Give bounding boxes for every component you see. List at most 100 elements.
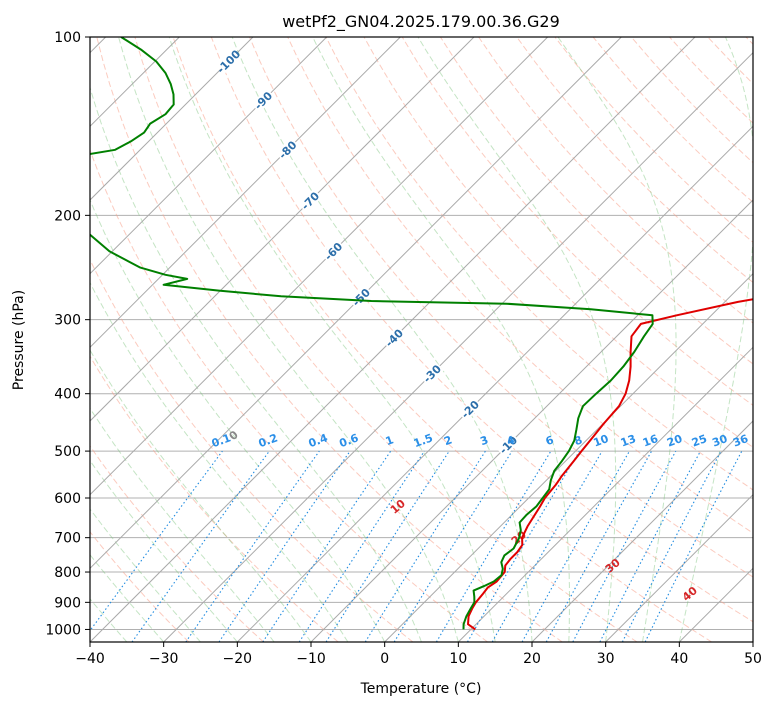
x-tick-label: −10	[296, 651, 326, 667]
isotherm-line	[605, 493, 753, 642]
temperature-profile-line	[467, 298, 753, 631]
isotherm-line	[90, 37, 401, 349]
mixing-ratio-label: 16	[641, 432, 660, 450]
x-tick-label: 10	[449, 651, 467, 667]
profile-series	[90, 37, 753, 631]
mixing-ratio-line	[298, 450, 425, 642]
x-axis-label: Temperature (°C)	[360, 681, 482, 697]
moist-adiabat-line	[90, 198, 386, 642]
y-tick-label: 300	[54, 313, 81, 329]
isotherm-label-bg	[420, 361, 445, 386]
moist-adiabat-line	[312, 37, 570, 642]
dry-adiabat-line	[96, 37, 563, 642]
y-tick-label: 100	[54, 30, 81, 46]
mixing-ratio-label: 36	[731, 432, 750, 450]
x-tick-label: 40	[670, 651, 688, 667]
moist-adiabat-line	[90, 281, 349, 642]
moist-adiabat-line	[231, 37, 533, 642]
y-axis-label: Pressure (hPa)	[11, 290, 27, 390]
isotherm-label-bg	[251, 88, 276, 113]
isotherm-line	[90, 37, 328, 275]
moist-adiabat-line	[90, 349, 312, 642]
mixing-ratio-line	[545, 450, 653, 642]
mixing-ratio-line	[325, 450, 450, 642]
x-tick-label: −40	[75, 651, 105, 667]
mixing-ratio-label: 3	[478, 433, 490, 448]
isotherm-label-bg	[382, 325, 407, 350]
moist-adiabat-line	[90, 508, 201, 642]
mixing-ratio-label: 6	[544, 433, 556, 448]
moist-adiabat-line	[118, 37, 459, 642]
moist-adiabat-line	[168, 37, 496, 642]
dry-adiabat-line	[401, 37, 753, 406]
mixing-ratio-label: 8	[572, 433, 584, 448]
axis-ticks: −40 −30 −20 −10 0 10 20 30 40 5010020030040050060…	[45, 30, 762, 667]
mixing-ratio-label: 4	[505, 433, 517, 448]
isotherm-line	[163, 51, 753, 642]
mixing-ratio-label: 25	[690, 432, 709, 449]
isotherm-label-bg	[349, 285, 374, 310]
dry-adiabat-line	[516, 37, 753, 284]
dry-adiabat-line	[249, 37, 753, 578]
background-lines	[90, 37, 753, 642]
mixing-ratio-label: 0.6	[338, 431, 361, 450]
dry-adiabat-line	[90, 445, 264, 642]
isotherm-label-bg	[458, 397, 483, 422]
x-tick-label: 20	[523, 651, 541, 667]
moist-adiabat-line	[90, 598, 128, 642]
x-tick-label: 0	[380, 651, 389, 667]
isotherm-line	[457, 346, 753, 642]
mixing-ratio-line	[90, 450, 223, 632]
mixing-ratio-label: 10	[592, 432, 611, 450]
mixing-ratio-line	[572, 450, 677, 642]
y-tick-label: 700	[54, 531, 81, 547]
mixing-ratio-label: 20	[665, 432, 684, 450]
mixing-ratio-label: 1.5	[412, 431, 435, 450]
dry-adiabat-line	[90, 148, 488, 642]
y-tick-label: 900	[54, 595, 81, 611]
isotherm-line	[90, 37, 622, 570]
y-tick-label: 800	[54, 565, 81, 581]
x-tick-label: 30	[597, 651, 615, 667]
mixing-ratio-label: 30	[710, 432, 729, 450]
isotherm-label-bg	[496, 432, 521, 457]
dry-adiabat-line	[90, 531, 190, 642]
x-tick-label: −20	[223, 651, 253, 667]
x-tick-label: 50	[744, 651, 762, 667]
isotherm-line	[384, 272, 753, 642]
mixing-ratio-line	[644, 450, 743, 642]
isotherm-label-bg	[298, 188, 323, 213]
isotherm-line	[531, 420, 753, 642]
mixing-ratio-label: 2	[442, 433, 454, 448]
moist-adiabat-line	[90, 459, 238, 642]
mixing-ratio-line	[521, 450, 630, 642]
isotherm-label-bg	[275, 137, 300, 162]
isotherm-label-bg	[321, 239, 346, 264]
mixing-ratio-line	[131, 450, 270, 642]
isotherm-line	[236, 125, 753, 642]
isotherm-line	[90, 37, 549, 496]
dry-adiabat-line	[134, 37, 638, 642]
moist-adiabat-line	[90, 85, 422, 642]
mixing-ratio-line	[393, 450, 513, 642]
y-tick-label: 1000	[45, 622, 81, 638]
mixing-ratio-label: 1	[384, 433, 396, 448]
y-tick-label: 200	[54, 208, 81, 224]
isotherm-label-bg	[216, 49, 241, 74]
dewpoint-profile-line	[90, 37, 654, 630]
plot-frame	[89, 36, 754, 643]
y-tick-label: 500	[54, 444, 81, 460]
plot-area: -100-90-80-70-60-50-40-30-20-100.1 0.2 0.4…	[90, 37, 753, 642]
x-tick-label: −30	[149, 651, 179, 667]
moist-adiabat-line	[90, 407, 275, 642]
dry-adiabat-line	[90, 355, 339, 642]
mixing-ratio-line	[185, 450, 320, 642]
moist-adiabat-line	[417, 37, 617, 642]
mixing-ratio-label: 0.1	[210, 431, 233, 450]
isotherm-line	[90, 37, 475, 422]
dry-adiabat-line	[210, 37, 753, 623]
moist-adiabat-line	[678, 37, 753, 642]
mixing-ratio-label: 0.4	[307, 431, 330, 450]
